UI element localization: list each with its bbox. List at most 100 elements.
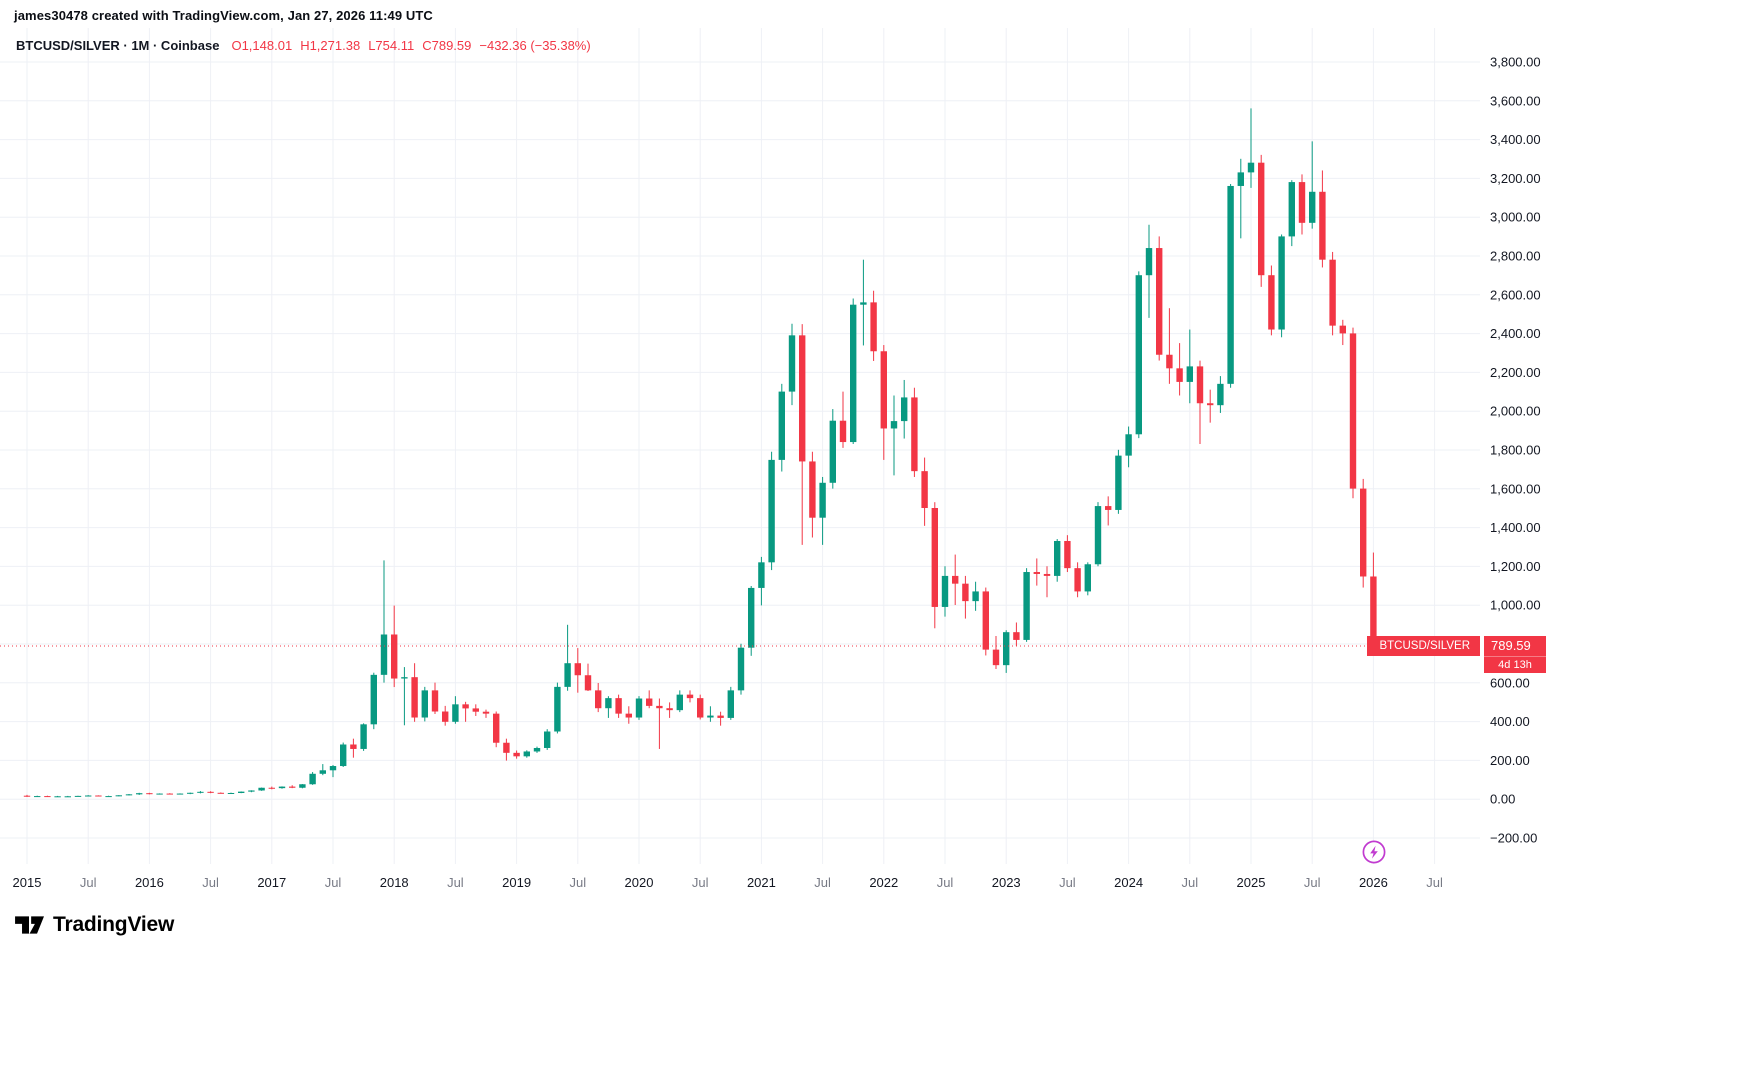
candle-body [1135,275,1142,435]
x-axis-label[interactable]: Jul [1304,875,1321,890]
candle-body [1074,568,1081,592]
candle-body [605,698,612,709]
candle-body [554,686,561,732]
candle-body [870,302,877,352]
x-axis-label[interactable]: 2018 [380,875,409,890]
event-lightning-icon[interactable] [1361,839,1387,865]
x-axis-label[interactable]: Jul [1181,875,1198,890]
y-axis-label[interactable]: 1,400.00 [1490,520,1541,535]
candle-body [544,731,551,748]
attribution-text: james30478 created with TradingView.com,… [14,8,433,23]
candle-body [1105,506,1112,510]
x-axis-label[interactable]: Jul [80,875,97,890]
candle-body [74,795,82,797]
candle-body [737,647,745,691]
candle-body [380,634,388,675]
candle-body [115,795,122,797]
x-axis-label[interactable]: Jul [937,875,954,890]
candle-body [401,677,408,679]
candle-body [227,792,235,794]
candle-body [1033,572,1040,574]
candle-body [1166,354,1173,369]
legend-low: L754.11 [368,38,414,53]
x-axis-label[interactable]: Jul [325,875,342,890]
y-axis-label[interactable]: 1,800.00 [1490,443,1541,458]
x-axis-label[interactable]: Jul [447,875,464,890]
candle-body [574,663,581,676]
y-axis-label[interactable]: 2,000.00 [1490,404,1541,419]
x-axis-label[interactable]: 2016 [135,875,164,890]
candle-body [941,575,949,607]
x-axis-label[interactable]: 2021 [747,875,776,890]
x-axis-label[interactable]: Jul [1426,875,1443,890]
symbol-title[interactable]: BTCUSD/SILVER · 1M · Coinbase [16,38,220,53]
y-axis-label[interactable]: 3,400.00 [1490,132,1541,147]
candle-body [217,792,224,794]
high-label: H [300,38,310,53]
candle-body [1013,632,1020,640]
y-axis-label[interactable]: 3,800.00 [1490,55,1541,70]
x-axis-label[interactable]: 2020 [625,875,654,890]
axis-price-badge[interactable]: 789.59 4d 13h [1484,636,1546,674]
y-axis-label[interactable]: 400.00 [1490,714,1530,729]
candle-body [1145,248,1153,276]
x-axis-label[interactable]: 2015 [13,875,42,890]
candle-body [299,784,306,788]
x-axis-label[interactable]: Jul [1059,875,1076,890]
y-axis-label[interactable]: 2,200.00 [1490,365,1541,380]
candle-body [156,793,163,795]
candle-body [1176,368,1183,382]
x-axis-label[interactable]: Jul [692,875,709,890]
x-axis-label[interactable]: 2017 [257,875,286,890]
x-axis-label[interactable]: Jul [202,875,219,890]
candle-body [1278,236,1285,330]
y-axis-label[interactable]: 3,000.00 [1490,210,1541,225]
y-axis-label[interactable]: 600.00 [1490,675,1530,690]
candle-body [1329,259,1336,326]
close-value: 789.59 [431,38,472,53]
candle-body [615,698,622,714]
y-axis-label[interactable]: 1,600.00 [1490,481,1541,496]
candle-body [819,482,826,518]
open-value: 1,148.01 [241,38,293,53]
y-axis-label[interactable]: 2,800.00 [1490,249,1541,264]
candle-body [431,690,439,712]
candle-body [1227,185,1234,384]
y-axis-label[interactable]: −200.00 [1490,831,1537,846]
tradingview-logo[interactable]: TradingView [14,912,174,938]
y-axis-label[interactable]: 2,400.00 [1490,326,1541,341]
candle-body [778,391,785,460]
candle-body [1339,325,1346,334]
open-label: O [231,38,242,53]
x-axis-label[interactable]: 2022 [869,875,898,890]
y-axis-label[interactable]: 2,600.00 [1490,287,1541,302]
y-axis-label[interactable]: 1,200.00 [1490,559,1541,574]
y-axis-label[interactable]: 3,200.00 [1490,171,1541,186]
candle-body [533,747,541,752]
y-axis-label[interactable]: 1,000.00 [1490,598,1541,613]
last-price-value: 789.59 [1484,636,1546,657]
candle-body [676,694,683,711]
x-axis-label[interactable]: 2019 [502,875,531,890]
candle-body [44,796,51,798]
symbol-legend[interactable]: BTCUSD/SILVER · 1M · Coinbase O1,148.01 … [16,38,591,53]
candle-body [1186,366,1193,382]
candle-body [391,634,398,679]
x-axis-label[interactable]: 2026 [1359,875,1388,890]
candle-body [309,773,316,785]
x-axis-label[interactable]: Jul [814,875,831,890]
candle-body [503,742,510,753]
x-axis-label[interactable]: Jul [569,875,586,890]
price-line-symbol-badge[interactable]: BTCUSD/SILVER [1367,636,1480,657]
x-axis-label[interactable]: 2025 [1237,875,1266,890]
x-axis-label[interactable]: 2023 [992,875,1021,890]
candle-body [1217,383,1224,406]
y-axis-label[interactable]: 3,600.00 [1490,93,1541,108]
close-label: C [422,38,432,53]
y-axis-label[interactable]: 0.00 [1490,792,1515,807]
candle-body [85,795,92,797]
x-axis-label[interactable]: 2024 [1114,875,1143,890]
candle-body [1349,333,1357,489]
y-axis-label[interactable]: 200.00 [1490,753,1530,768]
